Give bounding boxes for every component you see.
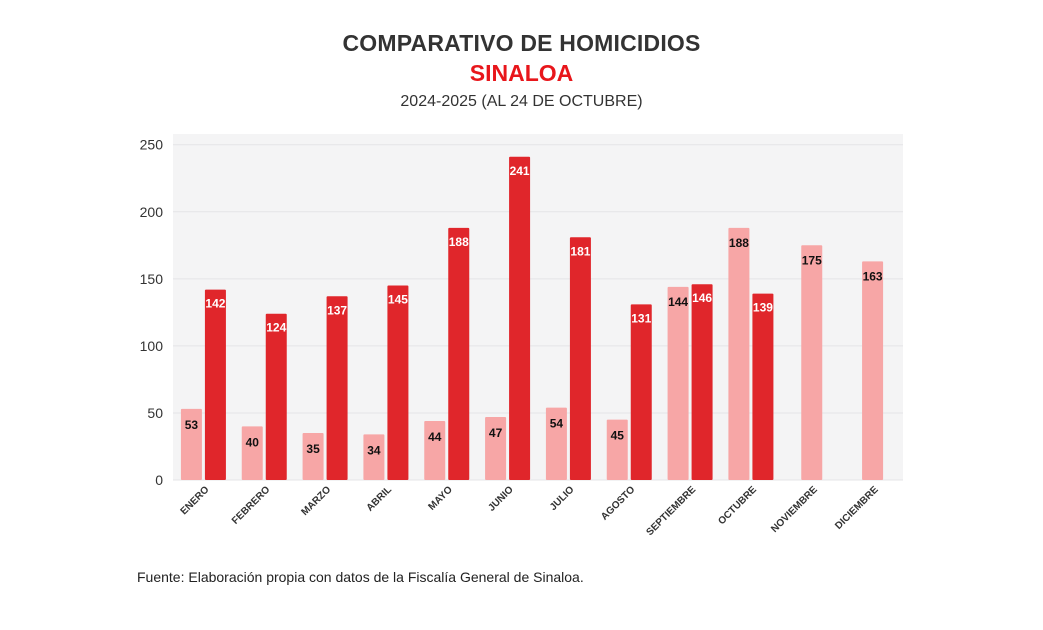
data-label-2025: 146: [692, 291, 712, 305]
y-tick-label: 50: [147, 405, 163, 421]
y-tick-label: 250: [140, 137, 164, 153]
chart-subtitle: SINALOA: [469, 60, 574, 86]
data-label-2024: 44: [428, 430, 442, 444]
bar-2025: [265, 313, 287, 480]
bar-2024: [728, 227, 750, 480]
x-tick-label: NOVIEMBRE: [769, 484, 820, 535]
data-label-2024: 40: [246, 435, 260, 449]
bar-2025: [448, 227, 470, 480]
data-label-2025: 137: [327, 303, 347, 317]
bar-2025: [630, 304, 652, 480]
source-note: Fuente: Elaboración propia con datos de …: [137, 569, 584, 585]
x-tick-label: ENERO: [179, 484, 212, 517]
x-tick-label: DICIEMBRE: [833, 484, 881, 532]
data-label-2025: 131: [631, 311, 651, 325]
data-label-2024: 144: [668, 295, 688, 309]
data-label-2024: 188: [729, 236, 749, 250]
data-label-2024: 34: [367, 443, 381, 457]
chart-title: COMPARATIVO DE HOMICIDIOS: [342, 30, 701, 56]
data-label-2025: 241: [510, 164, 530, 178]
x-tick-label: OCTUBRE: [716, 484, 759, 527]
x-tick-label: ABRIL: [365, 484, 394, 513]
bar-2024: [667, 286, 689, 480]
data-label-2024: 53: [185, 418, 199, 432]
y-tick-label: 200: [140, 204, 164, 220]
x-tick-label: JUNIO: [486, 484, 516, 514]
plot-area: [173, 134, 903, 480]
x-tick-label: JULIO: [548, 484, 577, 513]
y-tick-label: 0: [155, 472, 163, 488]
bar-2024: [363, 434, 385, 480]
data-label-2024: 47: [489, 426, 503, 440]
x-tick-label: FEBRERO: [230, 484, 273, 527]
data-label-2025: 124: [266, 321, 286, 335]
bar-2025: [509, 156, 531, 480]
data-label-2024: 35: [306, 442, 320, 456]
bar-2024: [801, 245, 823, 480]
data-label-2024: 54: [550, 417, 564, 431]
bar-2025: [569, 237, 591, 480]
data-label-2025: 142: [205, 297, 225, 311]
x-tick-label: SEPTIEMBRE: [644, 484, 698, 538]
bar-2025: [326, 296, 348, 480]
x-tick-label: AGOSTO: [599, 484, 637, 522]
bar-2024: [862, 261, 884, 480]
data-label-2025: 145: [388, 293, 408, 307]
bar-2025: [387, 285, 409, 480]
data-label-2024: 175: [802, 253, 822, 267]
bar-2024: [180, 408, 202, 480]
data-label-2024: 45: [611, 429, 625, 443]
data-label-2025: 188: [449, 235, 469, 249]
bar-2025: [691, 284, 713, 480]
data-label-2025: 181: [570, 244, 590, 258]
bar-2024: [545, 407, 567, 480]
bar-2024: [606, 419, 628, 480]
bar-2024: [485, 416, 507, 480]
data-label-2024: 163: [863, 269, 883, 283]
chart-period: 2024-2025 (AL 24 DE OCTUBRE): [400, 93, 643, 110]
x-tick-label: MAYO: [427, 484, 455, 512]
bar-2024: [241, 426, 263, 480]
y-tick-label: 100: [140, 338, 164, 354]
bar-2025: [204, 289, 226, 480]
data-label-2025: 139: [753, 301, 773, 315]
bar-2024: [424, 420, 446, 480]
y-tick-label: 150: [140, 271, 164, 287]
bar-2025: [752, 293, 774, 480]
bar-2024: [302, 433, 324, 480]
x-tick-label: MARZO: [299, 484, 333, 518]
